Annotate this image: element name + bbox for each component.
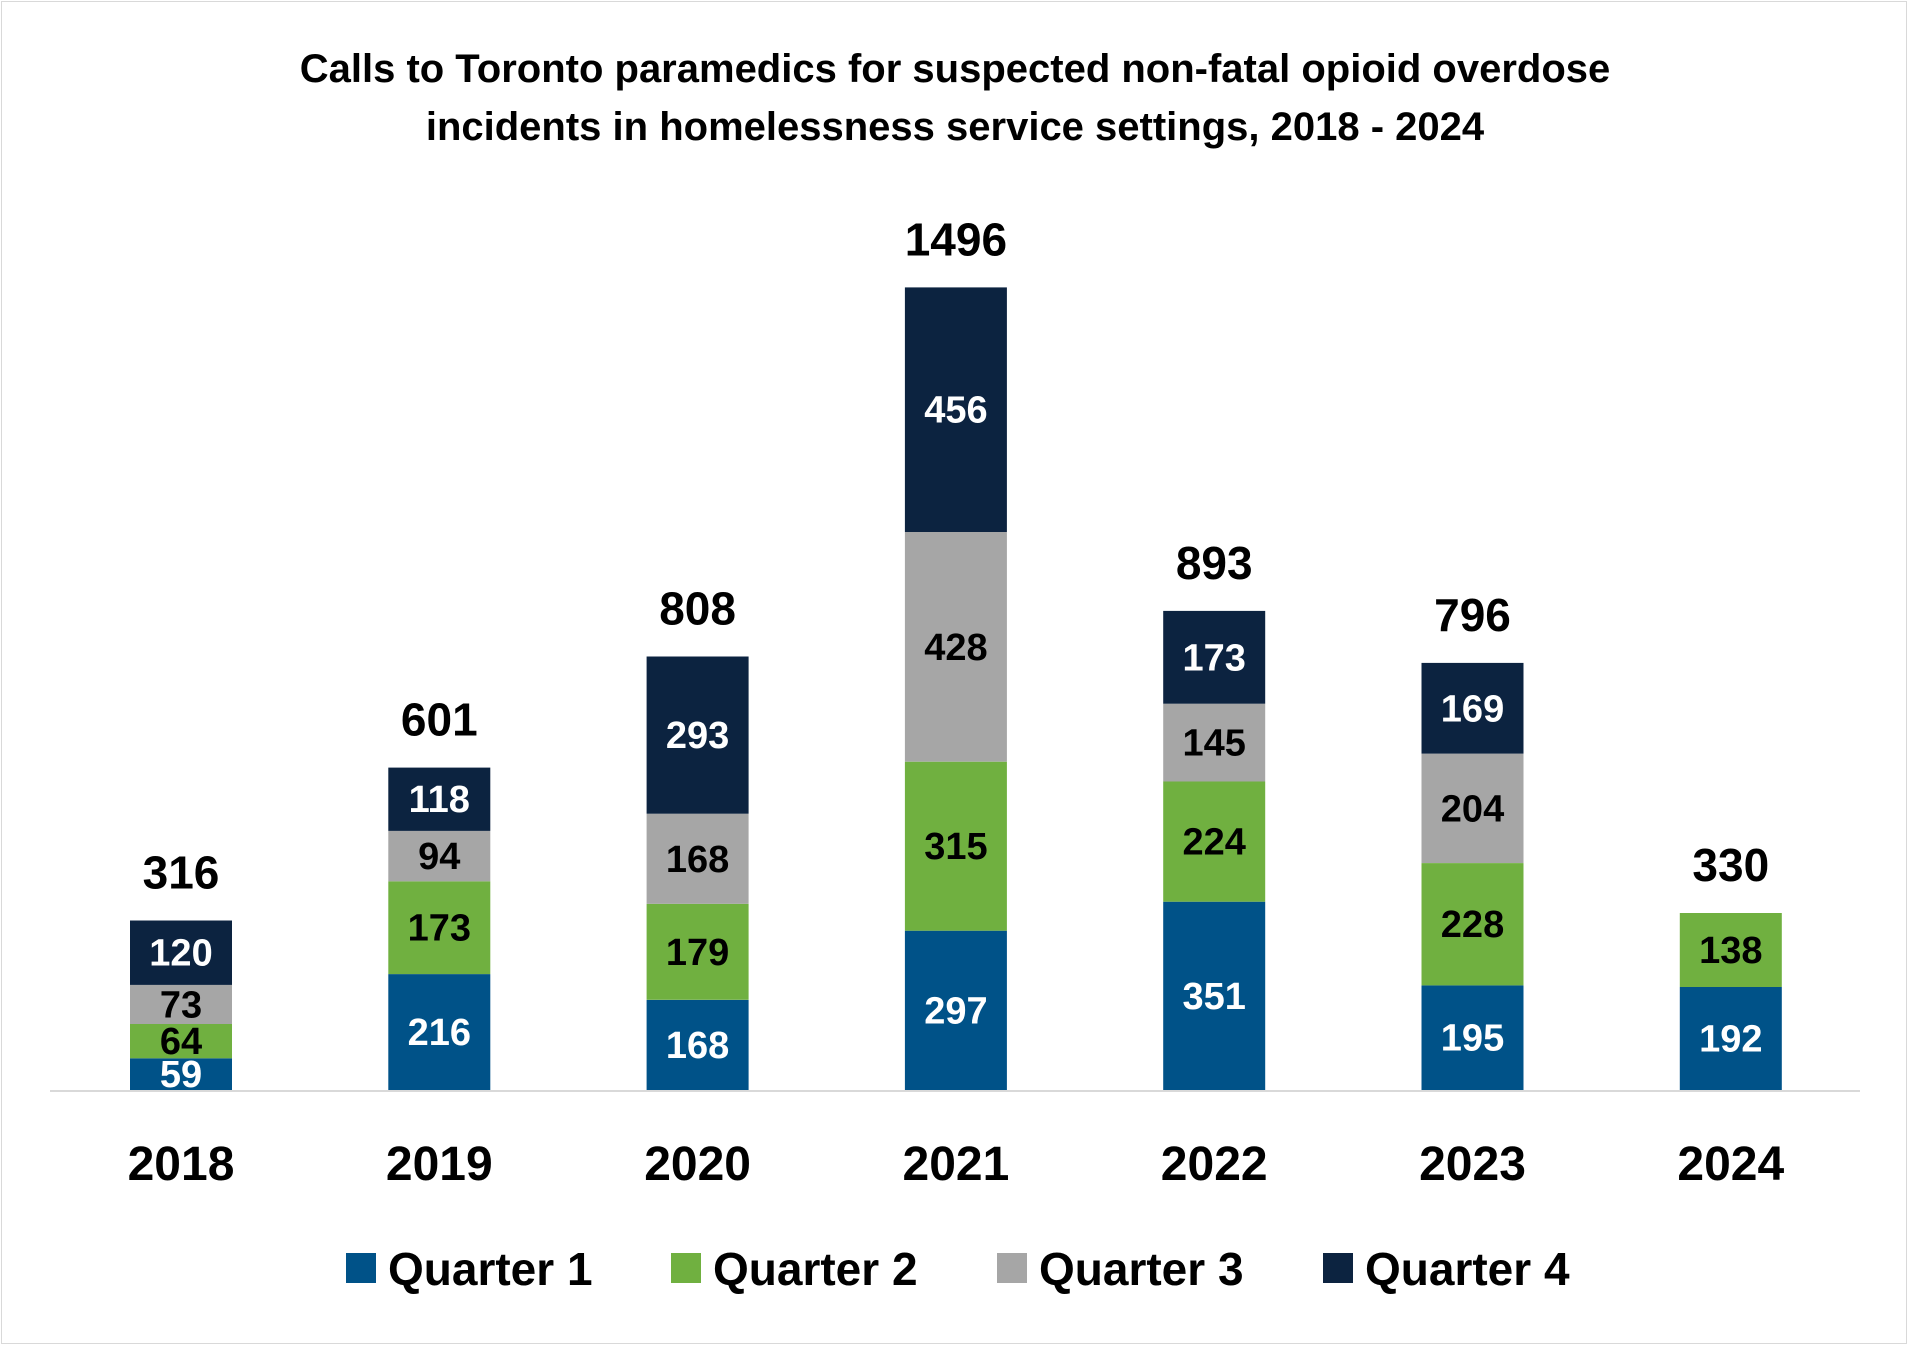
bar-segment-2020-q2 <box>646 903 749 1000</box>
x-tick-label-2020: 2020 <box>644 1138 751 1191</box>
legend-item-q2: Quarter 2 <box>671 1243 918 1295</box>
bar-segment-2023-q4 <box>1421 662 1524 754</box>
data-label-2019-q4: 118 <box>409 779 470 821</box>
bar-segment-2019-q1 <box>388 974 491 1090</box>
legend-item-q4: Quarter 4 <box>1323 1243 1570 1295</box>
data-label-2024-q2: 138 <box>1699 930 1762 972</box>
data-label-2018-q3: 73 <box>160 984 202 1026</box>
data-label-2019-q3: 94 <box>418 836 460 878</box>
data-label-2019-q1: 216 <box>408 1012 471 1054</box>
bar-segment-2021-q2 <box>904 761 1007 931</box>
data-label-2020-q3: 168 <box>666 839 729 881</box>
bar-segment-2018-q4 <box>130 920 232 985</box>
legend-item-q1: Quarter 1 <box>346 1243 593 1295</box>
bar-segment-2019-q3 <box>388 830 491 882</box>
total-label-2022: 893 <box>1176 537 1253 589</box>
x-tick-label-2022: 2022 <box>1161 1138 1268 1191</box>
x-tick-label-2024: 2024 <box>1677 1138 1784 1191</box>
legend-item-q3: Quarter 3 <box>997 1243 1244 1295</box>
data-label-2020-q1: 168 <box>666 1025 729 1067</box>
legend-label-q1: Quarter 1 <box>388 1243 593 1295</box>
data-label-2023-q1: 195 <box>1441 1018 1504 1060</box>
x-tick-label-2019: 2019 <box>386 1138 493 1191</box>
bar-segment-2022-q1 <box>1163 901 1266 1090</box>
data-label-2021-q3: 428 <box>924 627 987 669</box>
bar-segment-2018-q2 <box>130 1024 232 1059</box>
data-label-2021-q1: 297 <box>924 990 987 1032</box>
bar-stack-2023: 195 228 204 169 796 <box>1421 589 1524 1090</box>
bar-segment-2023-q3 <box>1421 753 1524 863</box>
legend-swatch-q2 <box>671 1253 701 1283</box>
legend-label-q4: Quarter 4 <box>1365 1243 1570 1295</box>
x-axis-tick-labels: 2018 2019 2020 2021 2022 2023 2024 <box>128 1138 1785 1191</box>
total-label-2019: 601 <box>401 694 478 746</box>
legend: Quarter 1 Quarter 2 Quarter 3 Quarter 4 <box>346 1243 1570 1295</box>
bar-stack-2020: 168 179 168 293 808 <box>646 583 749 1090</box>
bar-segment-2019-q2 <box>388 881 491 975</box>
data-label-2023-q4: 169 <box>1441 688 1504 730</box>
data-label-2020-q2: 179 <box>666 932 729 974</box>
x-tick-label-2018: 2018 <box>128 1138 235 1191</box>
bar-stack-2021: 297 315 428 456 1496 <box>905 213 1007 1090</box>
data-label-2020-q4: 293 <box>666 715 729 757</box>
bar-stack-2024: 192 138 330 <box>1679 839 1782 1090</box>
legend-label-q2: Quarter 2 <box>713 1243 918 1295</box>
data-label-2018-q2: 64 <box>160 1021 202 1063</box>
data-label-2022-q3: 145 <box>1182 723 1245 765</box>
legend-swatch-q3 <box>997 1253 1027 1283</box>
total-label-2023: 796 <box>1434 589 1511 641</box>
x-tick-label-2023: 2023 <box>1419 1138 1526 1191</box>
chart-title-line-1: Calls to Toronto paramedics for suspecte… <box>300 47 1611 91</box>
data-label-2018-q1: 59 <box>160 1054 202 1096</box>
x-tick-label-2021: 2021 <box>903 1138 1010 1191</box>
data-label-2023-q3: 204 <box>1441 788 1504 830</box>
data-label-2023-q2: 228 <box>1441 904 1504 946</box>
bar-segment-2021-q1 <box>904 930 1007 1090</box>
bar-segment-2022-q2 <box>1163 781 1266 902</box>
bar-stack-2019: 216 173 94 118 601 <box>388 694 491 1090</box>
bar-segment-2022-q4 <box>1163 610 1266 704</box>
data-label-2018-q4: 120 <box>149 933 212 975</box>
legend-swatch-q1 <box>346 1253 376 1283</box>
data-label-2024-q1: 192 <box>1699 1019 1762 1061</box>
legend-label-q3: Quarter 3 <box>1039 1243 1244 1295</box>
bar-segment-2023-q1 <box>1421 985 1524 1090</box>
bar-segment-2024-q2 <box>1679 913 1782 987</box>
total-label-2024: 330 <box>1692 839 1769 891</box>
bar-segment-2024-q1 <box>1679 987 1782 1090</box>
data-label-2022-q4: 173 <box>1182 637 1245 679</box>
bar-segment-2021-q3 <box>904 532 1007 762</box>
legend-swatch-q4 <box>1323 1253 1353 1283</box>
data-label-2021-q4: 456 <box>924 390 987 432</box>
data-label-2021-q2: 315 <box>924 826 987 868</box>
data-label-2022-q1: 351 <box>1182 976 1245 1018</box>
total-label-2021: 1496 <box>905 213 1007 265</box>
data-label-2022-q2: 224 <box>1182 822 1245 864</box>
bar-stack-2022: 351 224 145 173 893 <box>1163 537 1266 1090</box>
bar-segment-2021-q4 <box>904 287 1007 532</box>
bar-segment-2022-q3 <box>1163 703 1266 782</box>
bar-segment-2020-q1 <box>646 999 749 1090</box>
bar-segment-2023-q2 <box>1421 863 1524 986</box>
total-label-2020: 808 <box>659 583 736 635</box>
chart-title-line-2: incidents in homelessness service settin… <box>426 105 1485 149</box>
bar-segment-2018-q1 <box>130 1058 232 1090</box>
data-label-2019-q2: 173 <box>408 908 471 950</box>
bar-segment-2019-q4 <box>388 767 491 831</box>
bar-segment-2020-q4 <box>646 656 749 814</box>
chart-title: Calls to Toronto paramedics for suspecte… <box>300 47 1611 149</box>
bar-segment-2018-q3 <box>130 984 232 1024</box>
bar-segment-2020-q3 <box>646 813 749 904</box>
total-label-2018: 316 <box>143 847 220 899</box>
